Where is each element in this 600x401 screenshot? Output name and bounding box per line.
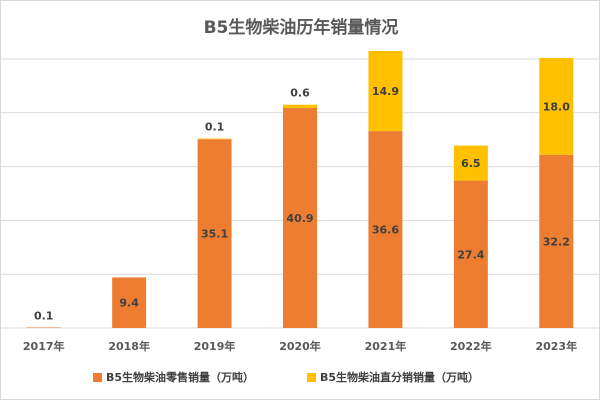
- legend-swatch-1: [307, 373, 316, 382]
- wholesale-value-label-3: 0.6: [290, 87, 310, 100]
- bar-retail-2: [197, 139, 232, 328]
- value-labels: 0.1 9.4 35.1 0.1 40.9 0.6 36.6 14.9 27.4 6.5 32.2 1…: [34, 85, 570, 322]
- chart-title: B5生物柴油历年销量情况: [204, 17, 399, 38]
- bar-wholesale-2: [197, 138, 232, 140]
- bar-retail-0: [26, 327, 61, 328]
- bar-retail-5: [453, 180, 488, 328]
- wholesale-value-label-5: 6.5: [461, 157, 481, 170]
- retail-value-label-0: 0.1: [34, 309, 54, 322]
- wholesale-value-label-2: 0.1: [205, 121, 225, 134]
- x-tick-label-0: 2017年: [23, 339, 65, 353]
- bar-retail-3: [283, 107, 317, 328]
- legend-swatch-0: [93, 373, 102, 382]
- wholesale-value-label-6: 18.0: [543, 100, 570, 113]
- x-tick-label-2: 2019年: [194, 339, 236, 353]
- bars: [26, 50, 574, 328]
- x-tick-label-3: 2020年: [279, 339, 321, 353]
- bar-wholesale-3: [283, 104, 317, 108]
- retail-value-label-2: 35.1: [201, 228, 228, 241]
- bar-wholesale-5: [453, 145, 488, 181]
- retail-value-label-3: 40.9: [286, 212, 313, 225]
- retail-value-label-5: 27.4: [457, 248, 484, 261]
- legend-label-1: B5生物柴油直分销销量（万吨）: [320, 370, 479, 384]
- x-tick-label-1: 2018年: [108, 339, 150, 353]
- retail-value-label-4: 36.6: [372, 224, 399, 237]
- x-tick-label-4: 2021年: [365, 339, 407, 353]
- bar-retail-4: [368, 131, 403, 328]
- bar-retail-1: [112, 277, 147, 328]
- x-axis-ticks: 2017年 2018年 2019年 2020年 2021年 2022年 2023年: [23, 339, 577, 353]
- wholesale-value-label-4: 14.9: [372, 85, 399, 98]
- x-tick-label-5: 2022年: [450, 339, 492, 353]
- legend: B5生物柴油零售销量（万吨） B5生物柴油直分销销量（万吨）: [93, 370, 479, 384]
- retail-value-label-1: 9.4: [119, 297, 139, 310]
- legend-label-0: B5生物柴油零售销量（万吨）: [106, 370, 254, 384]
- bar-wholesale-6: [539, 57, 574, 155]
- bar-retail-6: [539, 154, 574, 328]
- retail-value-label-6: 32.2: [543, 235, 570, 248]
- x-tick-label-6: 2023年: [535, 339, 577, 353]
- bar-wholesale-4: [368, 50, 403, 132]
